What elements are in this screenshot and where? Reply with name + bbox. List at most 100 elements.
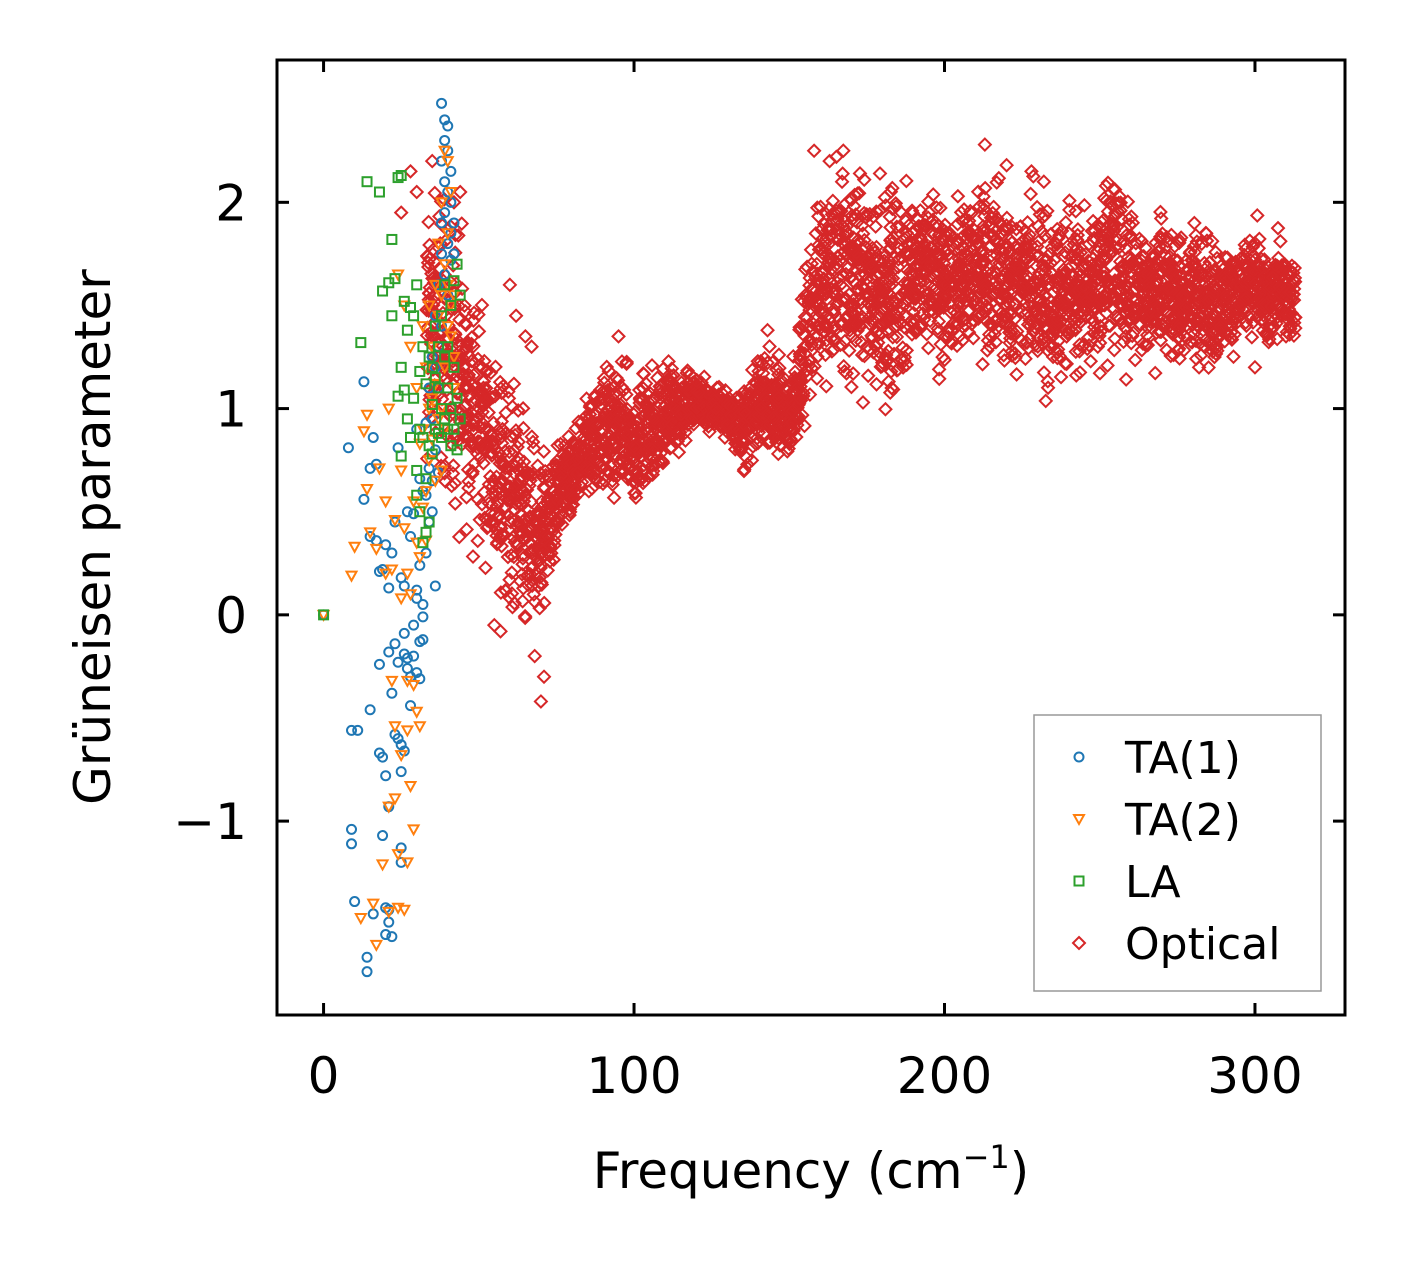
data-point (1047, 234, 1063, 250)
data-point (1268, 257, 1283, 273)
data-point (567, 436, 583, 452)
data-point (555, 506, 570, 522)
legend-entry-la: LA (1073, 857, 1181, 908)
data-point (937, 279, 953, 295)
data-point (975, 218, 991, 234)
data-point (388, 793, 402, 806)
data-point (459, 371, 475, 387)
data-point (888, 196, 904, 211)
data-point (1172, 351, 1187, 366)
data-point (509, 535, 525, 551)
data-point (924, 255, 940, 271)
data-point (619, 401, 635, 417)
data-point (931, 371, 947, 387)
data-point (1106, 218, 1122, 234)
data-point (883, 184, 899, 200)
data-point (983, 248, 999, 264)
data-point (1238, 241, 1254, 257)
data-point (436, 431, 448, 443)
data-point (930, 321, 946, 337)
data-point (1092, 335, 1108, 351)
data-point (1191, 359, 1207, 375)
legend-entry-optical: Optical (1071, 919, 1280, 970)
data-point (437, 145, 452, 158)
data-point (352, 724, 364, 736)
data-point (597, 384, 613, 400)
data-point (1036, 174, 1052, 190)
data-point (851, 315, 867, 330)
data-point (984, 210, 1000, 226)
data-point (613, 397, 628, 413)
data-point (1153, 204, 1168, 220)
data-point (425, 434, 439, 447)
data-point (955, 214, 971, 229)
data-point (850, 247, 866, 263)
data-point (447, 475, 463, 491)
data-point (864, 270, 880, 285)
data-point (367, 431, 379, 443)
data-point (397, 904, 411, 917)
data-point (979, 342, 995, 358)
data-point (520, 466, 536, 481)
data-point (1217, 249, 1233, 265)
data-point (1030, 248, 1046, 264)
data-point (965, 330, 981, 346)
data-point (1140, 337, 1156, 353)
data-point (1060, 261, 1076, 277)
data-point (943, 304, 958, 320)
data-point (540, 563, 556, 578)
data-point (744, 452, 760, 468)
data-point (536, 444, 552, 459)
data-point (401, 324, 413, 336)
data-point (1188, 227, 1204, 243)
x-tick-label: 300 (1207, 1047, 1302, 1105)
data-point (465, 549, 481, 564)
data-point (1098, 252, 1114, 267)
data-point (382, 403, 396, 416)
data-point (517, 328, 533, 344)
data-point (922, 239, 938, 255)
data-point (616, 382, 632, 398)
data-point (410, 706, 424, 719)
data-point (369, 543, 384, 556)
data-point (397, 523, 411, 536)
data-point (1050, 345, 1066, 361)
legend-entry-ta-1-: TA(1) (1073, 733, 1241, 784)
data-point (871, 285, 886, 300)
data-point (444, 331, 458, 344)
data-point (488, 359, 503, 375)
data-point (504, 565, 520, 581)
data-point (938, 244, 954, 260)
data-point (525, 558, 541, 574)
data-point (836, 358, 852, 374)
data-point (1186, 215, 1202, 231)
data-point (1129, 292, 1145, 308)
data-point (498, 405, 514, 421)
data-point (536, 479, 552, 495)
data-point (1049, 312, 1065, 328)
data-point (819, 284, 835, 300)
data-point (753, 401, 769, 416)
data-point (648, 420, 664, 436)
data-point (485, 484, 501, 500)
data-point (1264, 320, 1280, 335)
data-point (1016, 297, 1032, 313)
data-point (405, 530, 416, 542)
data-point (919, 326, 935, 342)
data-point (442, 120, 454, 132)
data-point (1153, 332, 1169, 348)
data-point (476, 353, 492, 369)
data-point (377, 285, 389, 297)
data-point (1016, 276, 1032, 292)
data-point (488, 483, 504, 498)
data-point (517, 610, 533, 626)
data-point (386, 233, 398, 245)
data-point (1007, 346, 1023, 361)
data-point (1155, 226, 1170, 242)
data-point (834, 292, 850, 308)
data-point (884, 201, 900, 217)
data-point (395, 361, 407, 373)
data-point (856, 205, 872, 221)
data-point (1223, 318, 1239, 334)
data-point (626, 438, 642, 454)
